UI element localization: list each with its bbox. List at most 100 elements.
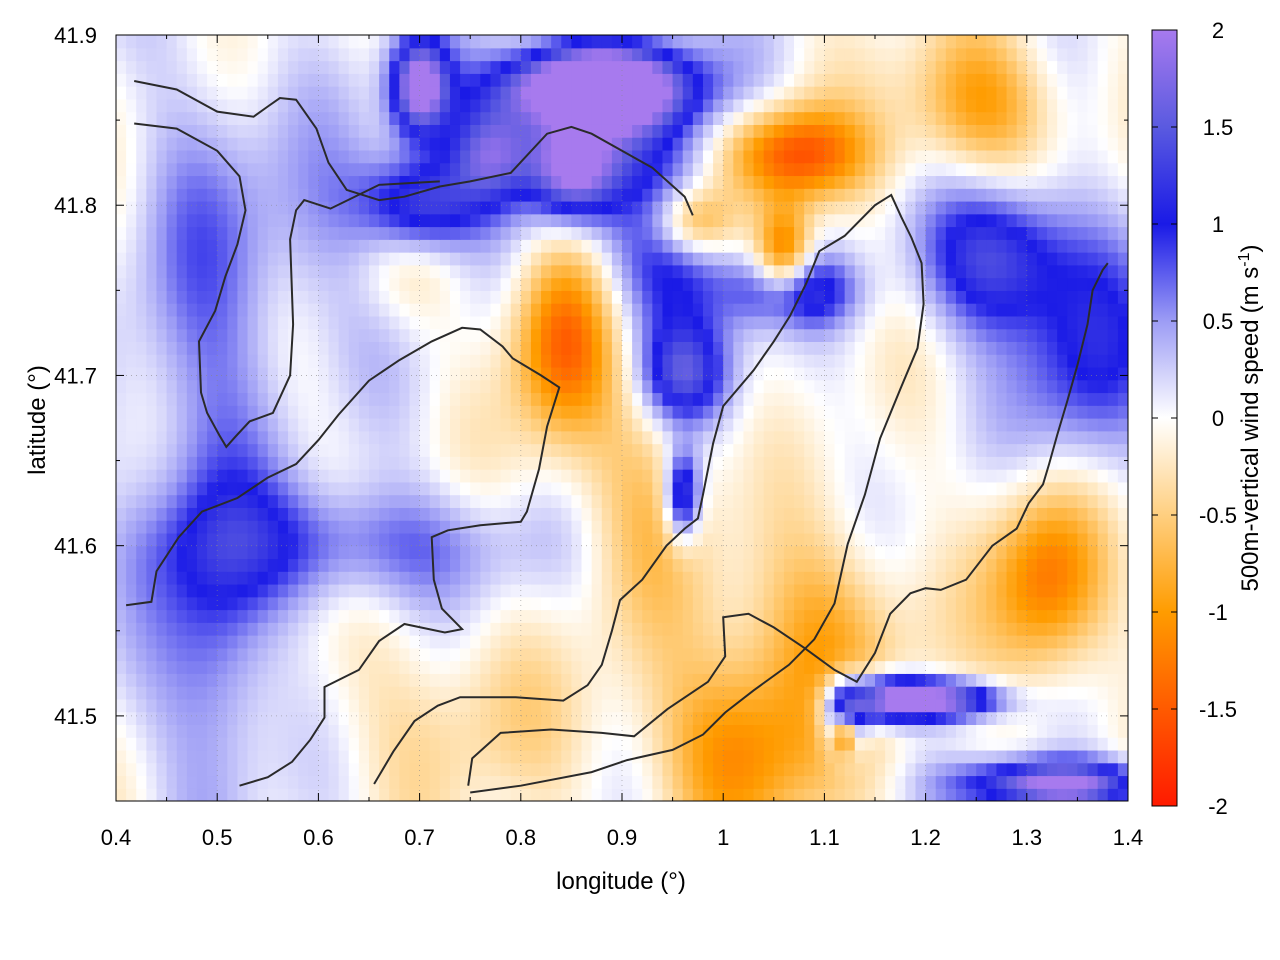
heatmap-cell bbox=[247, 328, 259, 342]
heatmap-cell bbox=[1067, 443, 1078, 457]
heatmap-cell bbox=[176, 698, 188, 713]
heatmap-cell bbox=[460, 775, 471, 789]
heatmap-cell bbox=[186, 481, 198, 496]
heatmap-cell bbox=[692, 494, 704, 508]
heatmap-cell bbox=[895, 290, 906, 304]
heatmap-cell bbox=[672, 341, 684, 355]
heatmap-cell bbox=[166, 622, 178, 636]
heatmap-cell bbox=[976, 379, 987, 394]
heatmap-cell bbox=[662, 724, 674, 738]
heatmap-cell bbox=[328, 571, 340, 585]
heatmap-cell bbox=[419, 213, 431, 228]
heatmap-cell bbox=[986, 737, 998, 751]
heatmap-cell bbox=[318, 379, 330, 394]
heatmap-cell bbox=[814, 252, 825, 266]
heatmap-cell bbox=[439, 711, 451, 725]
heatmap-cell bbox=[288, 520, 299, 534]
heatmap-cell bbox=[601, 430, 613, 445]
heatmap-cell bbox=[196, 698, 208, 713]
heatmap-cell bbox=[723, 622, 734, 636]
heatmap-cell bbox=[925, 175, 937, 189]
heatmap-cell bbox=[449, 430, 461, 445]
heatmap-cell bbox=[875, 469, 886, 483]
heatmap-cell bbox=[166, 673, 178, 687]
heatmap-cell bbox=[490, 354, 502, 368]
heatmap-cell bbox=[116, 277, 127, 291]
heatmap-cell bbox=[581, 379, 593, 394]
heatmap-cell bbox=[480, 252, 492, 266]
heatmap-cell bbox=[1087, 622, 1099, 636]
heatmap-cell bbox=[379, 660, 390, 674]
heatmap-cell bbox=[611, 762, 623, 777]
heatmap-cell bbox=[1047, 469, 1058, 483]
heatmap-cell bbox=[976, 315, 987, 330]
heatmap-cell bbox=[267, 698, 279, 713]
heatmap-cell bbox=[794, 239, 805, 253]
heatmap-cell bbox=[490, 532, 502, 547]
heatmap-cell bbox=[257, 647, 269, 662]
heatmap-cell bbox=[257, 303, 269, 317]
heatmap-cell bbox=[207, 558, 218, 572]
heatmap-cell bbox=[814, 456, 825, 470]
heatmap-cell bbox=[692, 775, 704, 789]
heatmap-cell bbox=[854, 520, 866, 534]
heatmap-cell bbox=[227, 188, 239, 202]
heatmap-cell bbox=[601, 379, 613, 394]
heatmap-cell bbox=[854, 405, 866, 419]
heatmap-cell bbox=[257, 162, 269, 177]
heatmap-cell bbox=[875, 277, 886, 291]
heatmap-cell bbox=[753, 724, 765, 738]
heatmap-cell bbox=[551, 443, 562, 457]
heatmap-cell bbox=[429, 392, 441, 406]
heatmap-cell bbox=[743, 481, 755, 496]
heatmap-cell bbox=[753, 418, 765, 432]
heatmap-cell bbox=[379, 609, 390, 623]
heatmap-cell bbox=[713, 762, 724, 777]
heatmap-cell bbox=[763, 252, 775, 266]
heatmap-cell bbox=[1117, 175, 1128, 189]
heatmap-cell bbox=[692, 290, 704, 304]
heatmap-cell bbox=[207, 520, 218, 534]
heatmap-cell bbox=[217, 188, 228, 202]
heatmap-cell bbox=[1077, 737, 1089, 751]
heatmap-cell bbox=[591, 622, 603, 636]
heatmap-cell bbox=[530, 558, 542, 572]
heatmap-cell bbox=[409, 737, 421, 751]
heatmap-cell bbox=[1047, 532, 1058, 547]
heatmap-cell bbox=[409, 532, 421, 547]
heatmap-cell bbox=[713, 379, 724, 394]
heatmap-cell bbox=[783, 277, 795, 291]
heatmap-cell bbox=[844, 418, 856, 432]
heatmap-cell bbox=[308, 583, 319, 598]
heatmap-cell bbox=[885, 328, 896, 342]
heatmap-cell bbox=[207, 711, 218, 725]
heatmap-cell bbox=[470, 226, 481, 240]
heatmap-cell bbox=[247, 239, 259, 253]
heatmap-cell bbox=[955, 583, 967, 598]
heatmap-cell bbox=[348, 788, 360, 801]
heatmap-cell bbox=[116, 162, 127, 177]
heatmap-cell bbox=[915, 494, 927, 508]
heatmap-cell bbox=[369, 226, 380, 240]
heatmap-cell bbox=[470, 366, 481, 381]
heatmap-cell bbox=[1087, 660, 1099, 674]
heatmap-cell bbox=[783, 635, 795, 649]
heatmap-cell bbox=[389, 341, 400, 355]
heatmap-cell bbox=[460, 252, 471, 266]
heatmap-cell bbox=[277, 596, 289, 611]
heatmap-cell bbox=[1107, 366, 1119, 381]
heatmap-cell bbox=[116, 635, 127, 649]
heatmap-cell bbox=[601, 341, 613, 355]
heatmap-cell bbox=[156, 558, 168, 572]
heatmap-cell bbox=[429, 749, 441, 764]
heatmap-cell bbox=[1006, 354, 1018, 368]
heatmap-cell bbox=[379, 571, 390, 585]
heatmap-cell bbox=[247, 660, 259, 674]
heatmap-cell bbox=[1006, 711, 1018, 725]
heatmap-cell bbox=[561, 175, 572, 189]
heatmap-cell bbox=[885, 583, 896, 598]
heatmap-cell bbox=[672, 379, 684, 394]
heatmap-cell bbox=[844, 430, 856, 445]
heatmap-cell bbox=[966, 571, 977, 585]
heatmap-cell bbox=[1097, 520, 1109, 534]
